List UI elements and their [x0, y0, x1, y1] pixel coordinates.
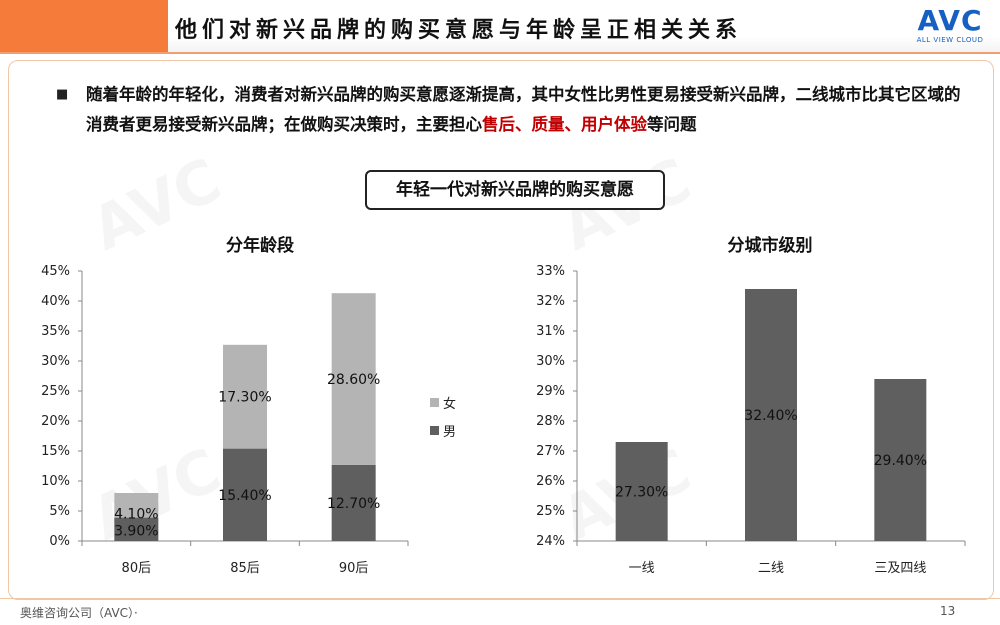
- y-tick-label-city: 31%: [536, 324, 565, 339]
- data-label-male-85后: 15.40%: [218, 488, 271, 504]
- page-number: 13: [940, 604, 956, 618]
- bar-女-80后: [114, 493, 159, 518]
- y-tick-label-age: 0%: [49, 534, 70, 549]
- y-tick-label-age: 35%: [41, 324, 70, 339]
- bar-男-80后: [114, 517, 159, 541]
- y-tick-label-city: 32%: [536, 294, 565, 309]
- y-tick-label-city: 27%: [536, 444, 565, 459]
- y-tick-label-age: 10%: [41, 474, 70, 489]
- logo-subtext: ALL VIEW CLOUD: [916, 36, 984, 44]
- x-tick-label-age: 90后: [339, 561, 369, 576]
- y-tick-label-age: 30%: [41, 354, 70, 369]
- chart-title-city: 分城市级别: [727, 236, 813, 256]
- data-label-female-90后: 28.60%: [327, 372, 380, 388]
- y-tick-label-city: 24%: [536, 534, 565, 549]
- bullet-text-part1: 随着年龄的年轻化，消费者对新兴品牌的购买意愿逐渐提高，其中女性比男性更易接受新兴…: [86, 85, 961, 134]
- legend-swatch-女: [430, 398, 439, 407]
- data-label-female-80后: 4.10%: [114, 507, 158, 523]
- section-subtitle: 年轻一代对新兴品牌的购买意愿: [365, 170, 665, 210]
- y-tick-label-city: 26%: [536, 474, 565, 489]
- y-tick-label-age: 40%: [41, 294, 70, 309]
- bar-city-三及四线: [874, 379, 927, 541]
- x-tick-label-age: 85后: [230, 561, 260, 576]
- footer-company: 奥维咨询公司（AVC）·: [20, 606, 138, 620]
- x-tick-label-city: 一线: [629, 561, 655, 576]
- bullet-marker: ■: [56, 87, 69, 102]
- bar-city-二线: [745, 289, 797, 541]
- bar-男-85后: [223, 448, 267, 541]
- logo-text: AVC: [917, 4, 983, 37]
- legend-swatch-男: [430, 426, 439, 435]
- data-label-female-85后: 17.30%: [218, 390, 271, 406]
- data-label-city-一线: 27.30%: [615, 485, 668, 501]
- y-tick-label-city: 33%: [536, 264, 565, 279]
- y-tick-label-age: 25%: [41, 384, 70, 399]
- header-divider: [0, 52, 1000, 54]
- x-tick-label-age: 80后: [122, 561, 152, 576]
- header-strip: [168, 0, 1000, 52]
- bar-city-一线: [615, 442, 668, 541]
- data-label-male-90后: 12.70%: [327, 496, 380, 512]
- legend-label-女: 女: [443, 396, 456, 412]
- data-label-city-二线: 32.40%: [744, 408, 797, 424]
- x-tick-label-city: 三及四线: [874, 561, 926, 576]
- chart-title-age: 分年龄段: [226, 236, 294, 256]
- y-tick-label-age: 5%: [49, 504, 70, 519]
- page-title: 他们对新兴品牌的购买意愿与年龄呈正相关关系: [175, 17, 743, 43]
- y-tick-label-age: 45%: [41, 264, 70, 279]
- data-label-male-80后: 3.90%: [114, 524, 158, 540]
- bullet-text-part2: 等问题: [647, 115, 697, 134]
- bar-男-90后: [331, 464, 376, 541]
- bar-女-85后: [223, 344, 267, 449]
- y-tick-label-age: 15%: [41, 444, 70, 459]
- bar-女-90后: [331, 293, 376, 465]
- x-tick-label-city: 二线: [758, 561, 784, 576]
- y-tick-label-city: 30%: [536, 354, 565, 369]
- legend-label-男: 男: [443, 425, 456, 440]
- header-accent: [0, 0, 168, 52]
- bullet-text-highlight: 售后、质量、用户体验: [482, 115, 647, 134]
- data-label-city-三及四线: 29.40%: [874, 453, 927, 469]
- y-tick-label-city: 28%: [536, 414, 565, 429]
- header-bar: 他们对新兴品牌的购买意愿与年龄呈正相关关系 AVC ALL VIEW CLOUD: [0, 0, 1000, 55]
- y-tick-label-age: 20%: [41, 414, 70, 429]
- content-frame: [8, 60, 994, 600]
- bullet-text: 随着年龄的年轻化，消费者对新兴品牌的购买意愿逐渐提高，其中女性比男性更易接受新兴…: [86, 80, 966, 140]
- y-tick-label-city: 25%: [536, 504, 565, 519]
- y-tick-label-city: 29%: [536, 384, 565, 399]
- footer-divider: [0, 598, 1000, 599]
- avc-logo: AVC ALL VIEW CLOUD: [905, 4, 995, 48]
